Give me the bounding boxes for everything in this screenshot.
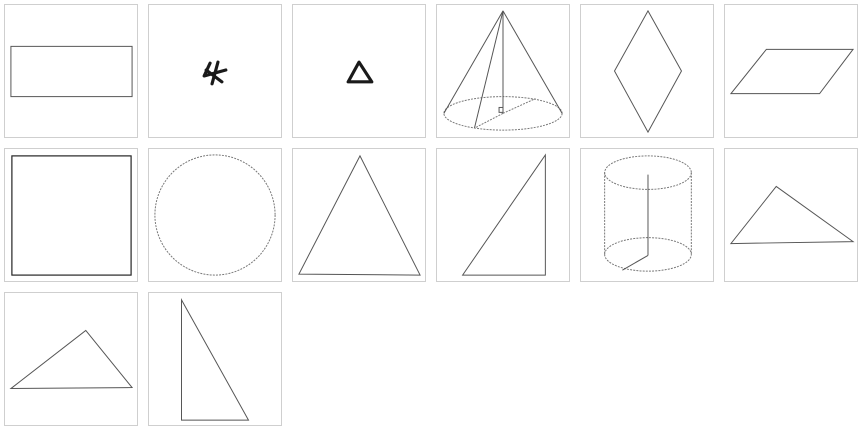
tile-hand-drawn-triangle[interactable]	[292, 4, 426, 138]
hand-drawn-triangle-icon	[346, 60, 374, 84]
tile-parallelogram[interactable]	[724, 4, 858, 138]
tile-cylinder[interactable]	[580, 148, 714, 282]
tile-circle[interactable]	[148, 148, 282, 282]
isosceles-triangle-icon	[298, 154, 421, 276]
tile-tall-right-triangle[interactable]	[148, 292, 282, 426]
tile-cone[interactable]	[436, 4, 570, 138]
scalene-triangle-icon	[9, 329, 134, 390]
tile-right-triangle[interactable]	[436, 148, 570, 282]
tile-rhombus[interactable]	[580, 4, 714, 138]
tile-rectangle[interactable]	[4, 4, 138, 138]
rectangle-icon	[10, 45, 133, 98]
obtuse-triangle-icon	[729, 185, 855, 245]
cylinder-icon	[604, 155, 692, 272]
square-icon	[11, 155, 132, 276]
tall-right-triangle-icon	[181, 298, 250, 421]
scribble-star-icon	[202, 60, 228, 86]
parallelogram-icon	[729, 48, 855, 95]
rhombus-icon	[613, 9, 683, 134]
cone-icon	[443, 10, 563, 131]
tile-isosceles-triangle[interactable]	[292, 148, 426, 282]
tile-scribble-star[interactable]	[148, 4, 282, 138]
tile-square[interactable]	[4, 148, 138, 282]
tile-obtuse-triangle[interactable]	[724, 148, 858, 282]
tile-scalene-triangle[interactable]	[4, 292, 138, 426]
circle-icon	[154, 154, 276, 276]
right-triangle-icon	[461, 153, 546, 276]
